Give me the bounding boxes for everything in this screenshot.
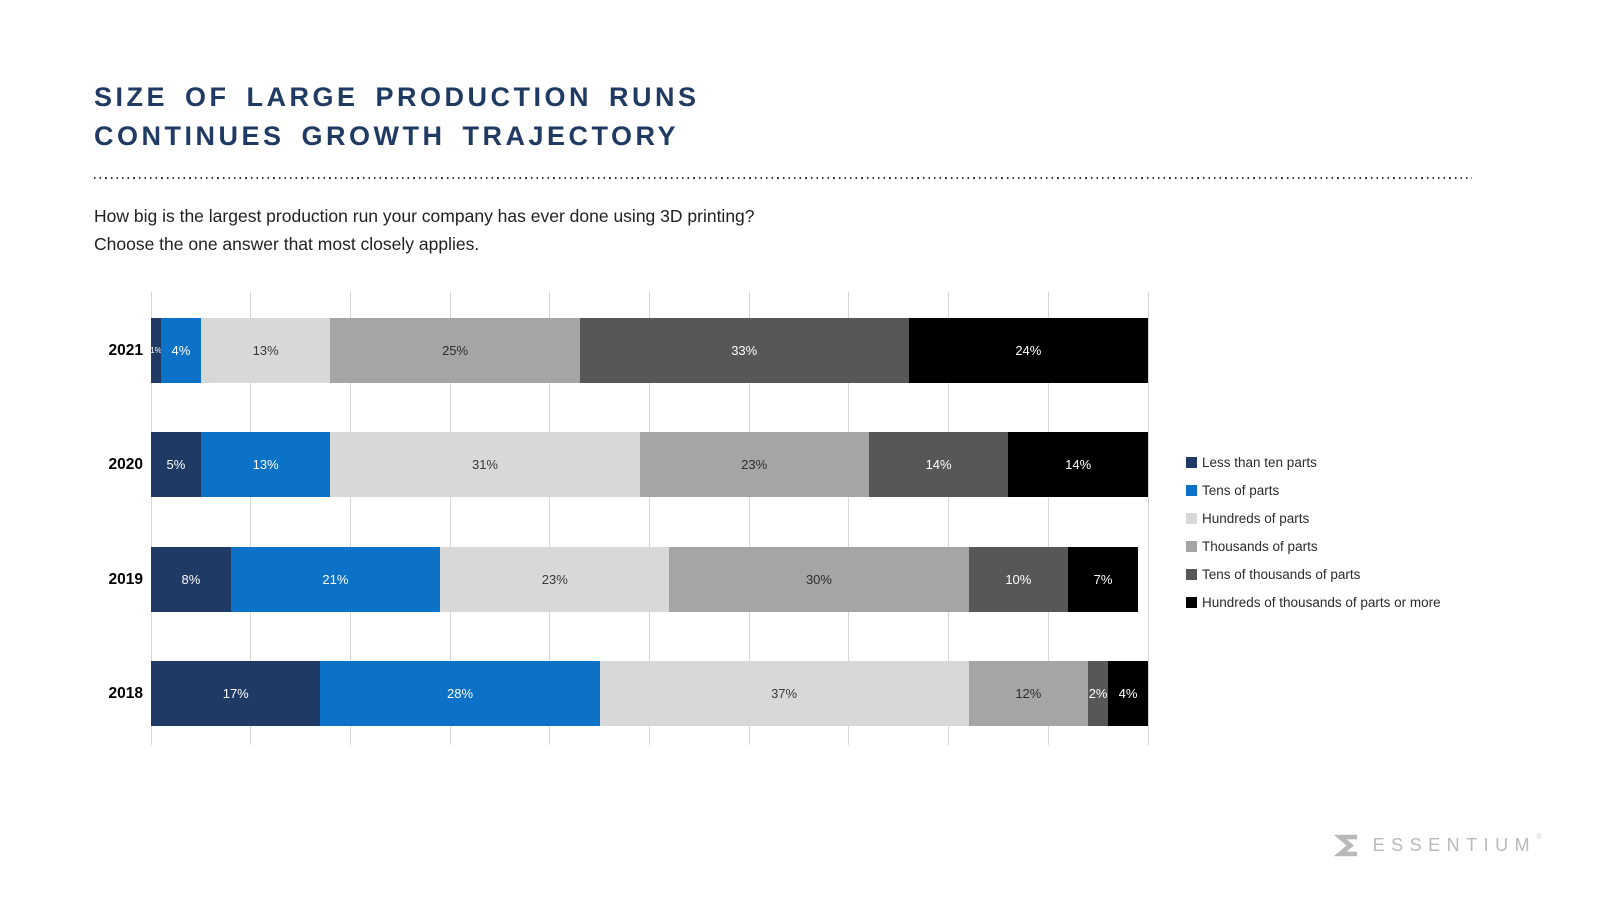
legend-swatch	[1186, 512, 1197, 524]
question-line-2: Choose the one answer that most closely …	[94, 234, 480, 254]
bar-segment: 12%	[968, 661, 1089, 726]
page-title: SIZE OF LARGE PRODUCTION RUNS CONTINUES …	[94, 78, 700, 156]
bar-segment: 8%	[151, 547, 231, 612]
legend-item: Tens of parts	[1186, 476, 1441, 504]
bar-segment: 4%	[160, 318, 201, 383]
legend-item: Hundreds of thousands of parts or more	[1186, 588, 1441, 616]
legend-swatch	[1186, 568, 1197, 580]
bar-segment: 30%	[669, 547, 969, 612]
gridline	[848, 292, 850, 745]
year-label: 2018	[108, 684, 143, 702]
bar-segment: 23%	[639, 432, 869, 497]
segment-value-label: 30%	[805, 572, 832, 587]
bar-segment: 23%	[440, 547, 670, 612]
legend-swatch	[1186, 456, 1197, 468]
legend-label: Hundreds of parts	[1202, 510, 1310, 526]
segment-value-label: 10%	[1005, 572, 1032, 587]
legend-label: Thousands of parts	[1202, 538, 1318, 554]
segment-value-label: 24%	[1015, 343, 1042, 358]
bar-segment: 2%	[1088, 661, 1109, 726]
dotted-divider	[94, 177, 1472, 179]
bar-segment: 14%	[1008, 432, 1148, 497]
bar-segment: 21%	[230, 547, 441, 612]
year-label: 2021	[108, 341, 143, 359]
bar-segment: 24%	[908, 318, 1148, 383]
bar-segment: 37%	[599, 661, 969, 726]
segment-value-label: 23%	[541, 572, 568, 587]
legend-label: Tens of thousands of parts	[1202, 566, 1361, 582]
segment-value-label: 31%	[471, 457, 498, 472]
gridline	[748, 292, 750, 745]
legend-swatch	[1186, 596, 1197, 608]
bar-segment: 1%	[150, 318, 162, 383]
gridline	[250, 292, 252, 745]
legend-item: Less than ten parts	[1186, 448, 1441, 476]
segment-value-label: 17%	[222, 686, 249, 701]
legend-swatch	[1186, 540, 1197, 552]
legend-label: Hundreds of thousands of parts or more	[1202, 594, 1441, 610]
segment-value-label: 33%	[731, 343, 758, 358]
segment-value-label: 12%	[1015, 686, 1042, 701]
legend-item: Tens of thousands of parts	[1186, 560, 1441, 588]
bar-segment: 7%	[1068, 547, 1138, 612]
segment-value-label: 14%	[925, 457, 952, 472]
gridline	[948, 292, 950, 745]
stacked-bar-chart: 2021 1% 4% 13% 25% 33% 24% 2020 5% 13% 31% 23% 14% 14…	[109, 292, 1149, 745]
gridline	[1147, 292, 1149, 745]
segment-value-label: 2%	[1088, 686, 1108, 701]
question-line-1: How big is the largest production run yo…	[94, 206, 755, 226]
gridline	[649, 292, 650, 745]
segment-value-label: 13%	[252, 343, 279, 358]
bar-segment: 13%	[200, 318, 331, 383]
bar-segment: 33%	[579, 318, 909, 383]
bar-segment: 4%	[1108, 661, 1148, 726]
gridline	[549, 292, 551, 745]
legend-item: Thousands of parts	[1186, 532, 1441, 560]
segment-value-label: 4%	[171, 343, 191, 358]
question-text: How big is the largest production run yo…	[94, 202, 755, 258]
bar-segment: 17%	[151, 661, 321, 726]
segment-value-label: 13%	[252, 457, 279, 472]
segment-value-label: 7%	[1093, 572, 1113, 587]
segment-value-label: 14%	[1065, 457, 1092, 472]
bar-segment: 10%	[968, 547, 1069, 612]
year-label: 2020	[108, 455, 143, 473]
legend-item: Hundreds of parts	[1186, 504, 1441, 532]
segment-value-label: 5%	[166, 457, 186, 472]
year-label: 2019	[108, 570, 143, 588]
bar-row-2021: 2021 1% 4% 13% 25% 33% 24%	[109, 318, 1148, 383]
bar-row-2020: 2020 5% 13% 31% 23% 14% 14%	[109, 432, 1148, 497]
gridline	[449, 292, 451, 745]
segment-value-label: 25%	[442, 343, 469, 358]
segment-value-label: 23%	[741, 457, 768, 472]
bar-row-2019: 2019 8% 21% 23% 30% 10% 7%	[109, 547, 1148, 612]
bar-segment: 25%	[330, 318, 580, 383]
chart-legend: Less than ten parts Tens of parts Hundreds…	[1186, 448, 1441, 616]
segment-value-label: 8%	[181, 572, 201, 587]
legend-swatch	[1186, 484, 1197, 496]
segment-value-label: 1%	[150, 346, 162, 355]
bar-segment: 5%	[151, 432, 201, 497]
bar-segment: 28%	[320, 661, 600, 726]
essentium-sigma-icon	[1333, 832, 1361, 859]
gridline	[349, 292, 351, 745]
gridline	[150, 292, 152, 745]
segment-value-label: 28%	[447, 686, 474, 701]
segment-value-label: 4%	[1118, 686, 1138, 701]
logo-text: ESSENTIUM	[1372, 834, 1537, 855]
page-title-line-1: SIZE OF LARGE PRODUCTION RUNS	[94, 82, 700, 112]
gridline	[1047, 292, 1049, 745]
segment-value-label: 21%	[322, 572, 349, 587]
legend-label: Less than ten parts	[1202, 454, 1317, 470]
bar-segment: 14%	[868, 432, 1009, 497]
legend-label: Tens of parts	[1202, 482, 1280, 498]
page-title-line-2: CONTINUES GROWTH TRAJECTORY	[94, 121, 680, 151]
bar-row-2018: 2018 17% 28% 37% 12% 2% 4%	[109, 661, 1148, 726]
segment-value-label: 37%	[771, 686, 798, 701]
registered-mark: ®	[1536, 832, 1542, 841]
bar-segment: 13%	[200, 432, 331, 497]
bar-segment: 31%	[330, 432, 640, 497]
essentium-logo: ESSENTIUM ®	[1333, 828, 1542, 862]
